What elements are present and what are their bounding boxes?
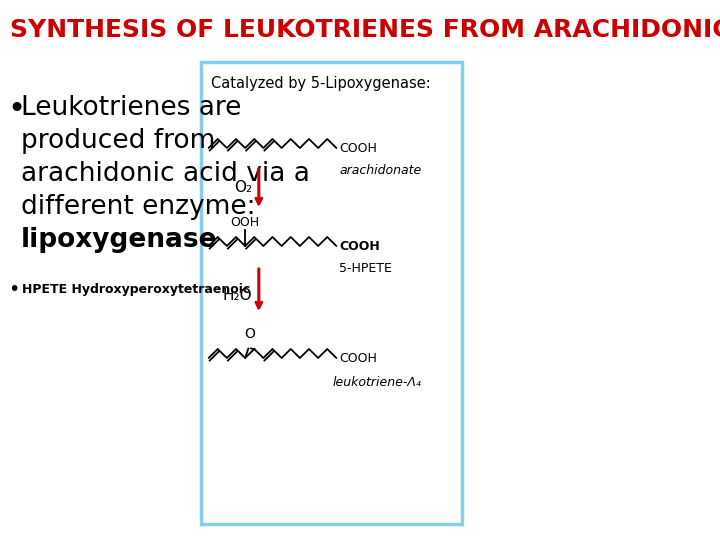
Text: lipoxygenase: lipoxygenase (21, 227, 217, 253)
Text: leukotriene-Λ₄: leukotriene-Λ₄ (333, 375, 421, 388)
Text: SYNTHESIS OF LEUKOTRIENES FROM ARACHIDONIC ACID: SYNTHESIS OF LEUKOTRIENES FROM ARACHIDON… (10, 18, 720, 42)
Text: produced from: produced from (21, 128, 215, 154)
Text: O: O (244, 327, 255, 341)
Text: different enzyme:: different enzyme: (21, 194, 256, 220)
Text: COOH: COOH (339, 141, 377, 154)
Text: OOH: OOH (230, 216, 260, 229)
Text: H₂O: H₂O (222, 288, 252, 303)
Text: O₂: O₂ (234, 180, 252, 195)
Text: •: • (8, 95, 26, 124)
Text: •: • (8, 280, 19, 299)
Text: 5-HPETE: 5-HPETE (339, 261, 392, 274)
Text: HPETE Hydroxyperoxytetraenoic: HPETE Hydroxyperoxytetraenoic (22, 283, 251, 296)
Text: arachidonate: arachidonate (339, 164, 421, 177)
Text: COOH: COOH (339, 352, 377, 365)
Text: COOH: COOH (339, 240, 379, 253)
FancyBboxPatch shape (201, 62, 462, 524)
Text: arachidonic acid via a: arachidonic acid via a (21, 161, 310, 187)
Text: Leukotrienes are: Leukotrienes are (21, 95, 241, 121)
Text: Catalyzed by 5-Lipoxygenase:: Catalyzed by 5-Lipoxygenase: (211, 76, 431, 91)
